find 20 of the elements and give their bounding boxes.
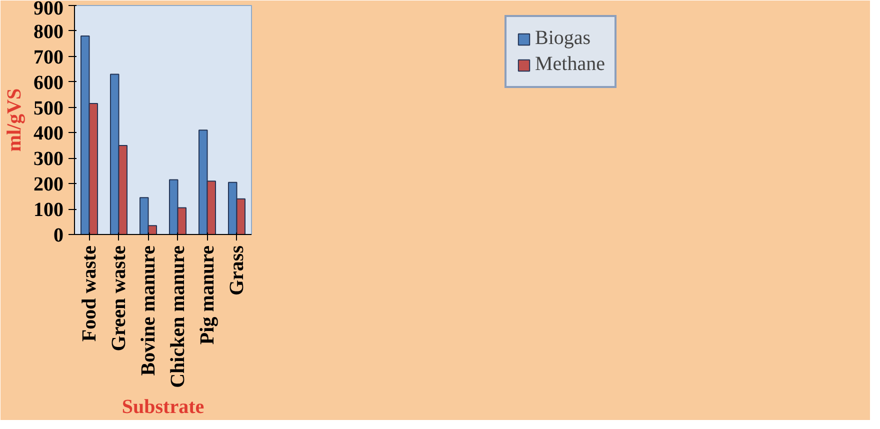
x-tick-label: Bovine manure [137,245,160,376]
x-axis-title: Substrate [122,396,204,418]
y-tick-label: 900 [34,0,64,20]
y-tick-label: 600 [34,72,64,94]
y-tick-label: 0 [54,224,64,246]
y-tick-label: 400 [34,122,64,145]
y-tick-label: 700 [34,46,64,68]
y-axis-title: ml/gVS [4,88,26,152]
y-tick-label: 100 [34,199,64,222]
y-tick-label: 300 [34,148,64,170]
y-tick-label: 800 [34,20,64,43]
x-tick-label: Grass [226,245,248,296]
x-tick-label: Green waste [108,245,130,352]
y-tick-label: 500 [34,97,64,120]
y-tick-label: 200 [34,174,64,196]
legend-label: Biogas [535,27,591,50]
x-tick-label: Chicken manure [166,245,189,388]
x-tick-label: Food waste [78,245,100,342]
legend-label: Methane [535,53,605,76]
x-tick-label: Pig manure [196,245,218,345]
